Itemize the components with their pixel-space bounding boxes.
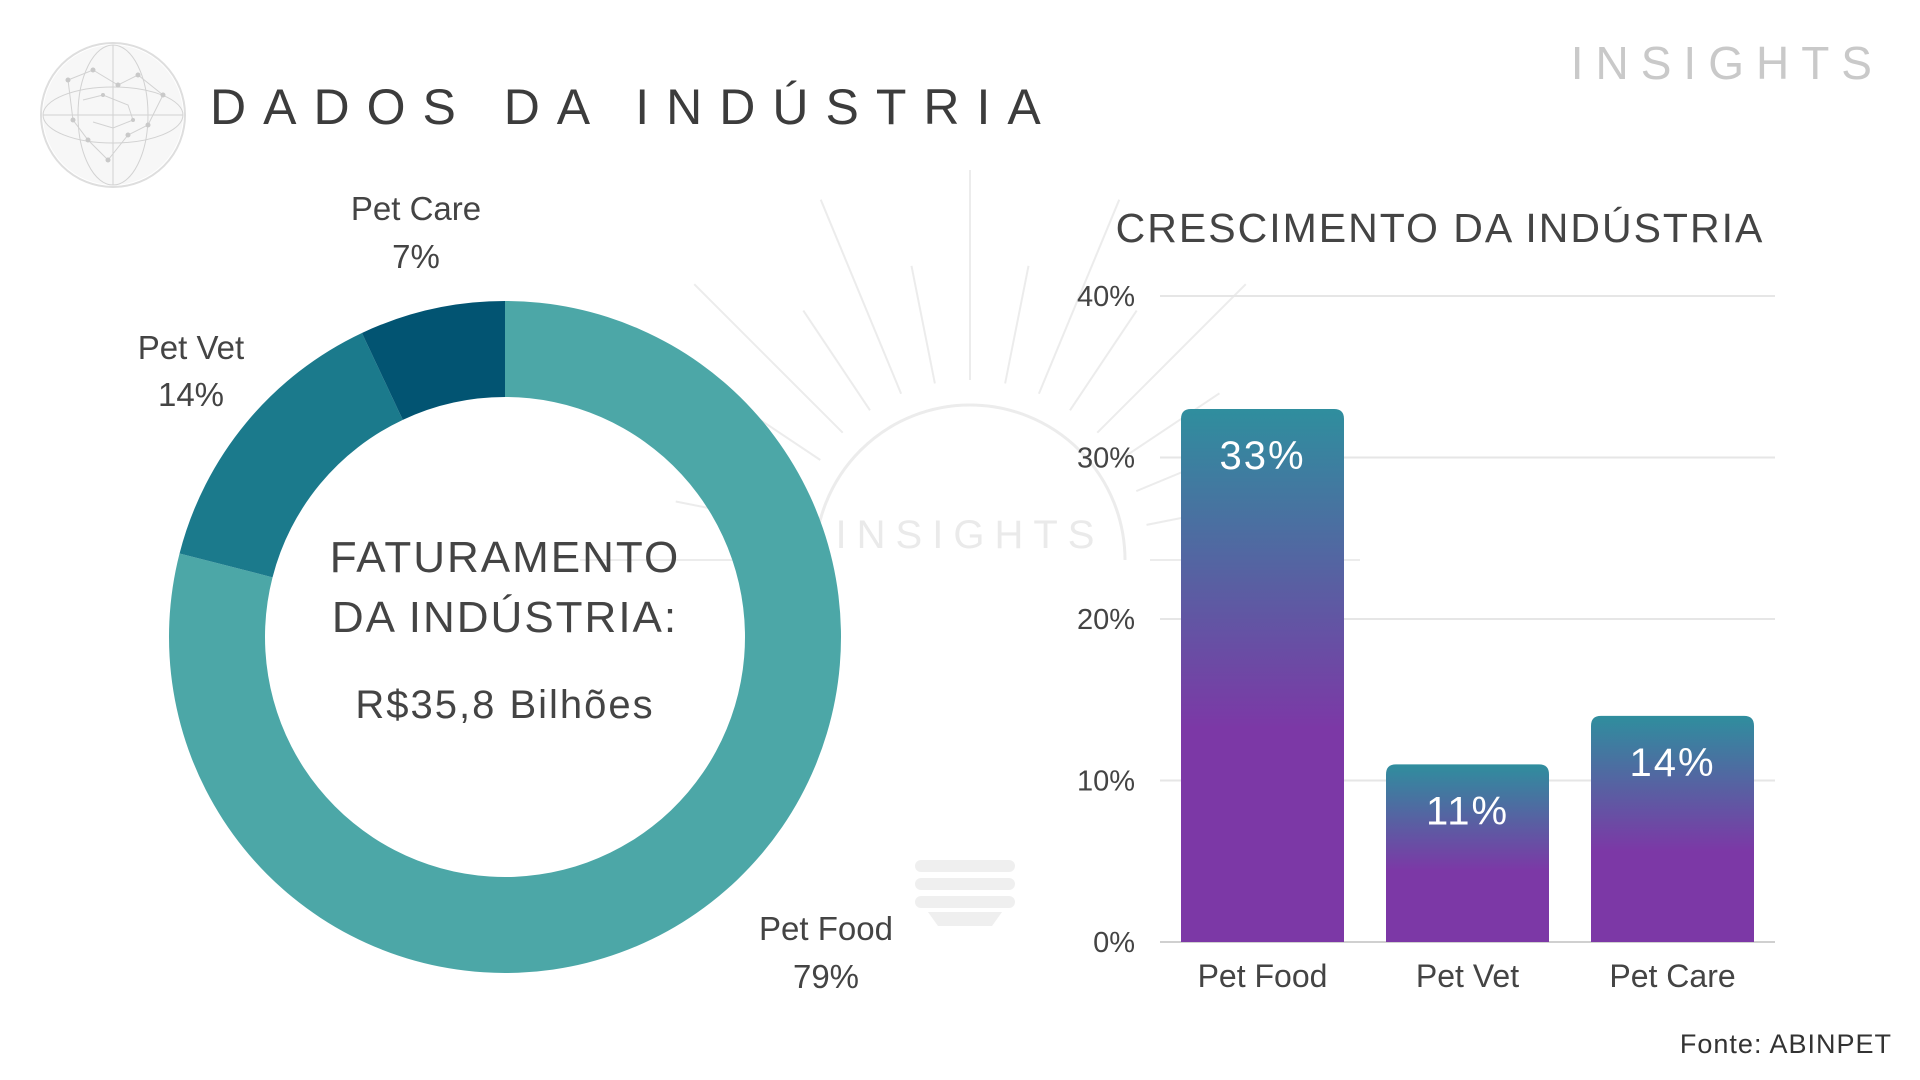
watermark-ray [802,310,871,411]
slice-label-pet-care: Pet Care [351,190,481,227]
slice-value-pet-care: 7% [392,238,440,275]
source-note: Fonte: ABINPET [1679,1029,1892,1059]
donut-center-line2: DA INDÚSTRIA: [332,593,678,642]
slice-pet-care [361,301,505,420]
watermark-ray [1069,310,1138,411]
donut-center-line1: FATURAMENTO [330,533,680,582]
bar-data-label: 33% [1219,434,1305,478]
watermark-ray [693,283,844,434]
bar-pet-food [1181,409,1344,942]
bar-pet-care [1591,715,1754,942]
watermark-ray [1037,199,1121,395]
watermark-ray [819,199,903,395]
slice-value-pet-food: 79% [793,958,859,995]
slice-label-pet-vet: Pet Vet [138,329,244,366]
watermark-ray [1004,265,1030,384]
donut-center-value: R$35,8 Bilhões [355,683,654,727]
watermark-ray [1119,392,1220,461]
slice-label-pet-food: Pet Food [759,910,893,947]
x-tick-label: Pet Care [1609,958,1735,994]
bar-data-label: 14% [1629,741,1715,785]
globe-icon [40,42,186,188]
bar-data-label: 11% [1426,789,1509,833]
watermark-ray [910,265,936,384]
x-tick-label: Pet Food [1198,958,1328,994]
bar-chart-title: CRESCIMENTO DA INDÚSTRIA [1116,205,1765,251]
y-tick-label: 0% [1093,927,1135,959]
bar-pet-vet [1386,764,1549,942]
y-tick-label: 20% [1077,604,1135,636]
y-tick-label: 10% [1077,766,1135,798]
page-title: DADOS DA INDÚSTRIA [210,79,1058,135]
slice-value-pet-vet: 14% [158,376,224,413]
y-tick-label: 30% [1077,443,1135,475]
x-tick-label: Pet Vet [1416,958,1519,994]
brand-logo-text: INSIGHTS [1570,37,1884,89]
y-tick-label: 40% [1077,281,1135,313]
slice-pet-vet [179,332,403,578]
watermark-text: INSIGHTS [836,513,1105,557]
watermark-ray [1096,283,1247,434]
